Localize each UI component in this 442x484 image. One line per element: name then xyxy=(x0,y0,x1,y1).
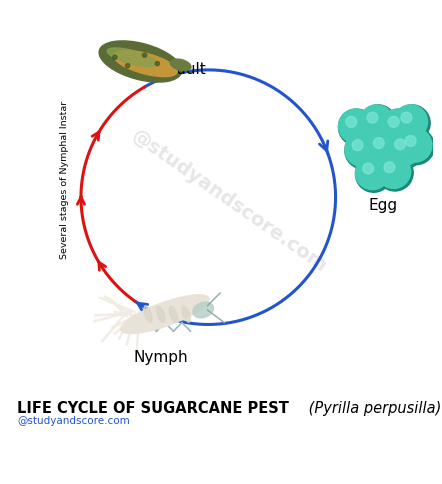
Circle shape xyxy=(339,109,373,143)
Circle shape xyxy=(395,139,405,150)
Circle shape xyxy=(381,109,417,146)
Circle shape xyxy=(387,132,421,166)
Text: (Pyrilla perpusilla): (Pyrilla perpusilla) xyxy=(304,401,441,416)
Circle shape xyxy=(360,105,394,139)
Circle shape xyxy=(387,132,424,168)
Ellipse shape xyxy=(156,306,165,322)
Ellipse shape xyxy=(121,295,209,333)
Circle shape xyxy=(377,154,411,188)
Circle shape xyxy=(394,105,430,141)
Ellipse shape xyxy=(170,59,191,71)
Circle shape xyxy=(355,156,392,192)
Circle shape xyxy=(398,128,432,162)
Circle shape xyxy=(339,109,375,146)
Ellipse shape xyxy=(144,306,152,322)
Ellipse shape xyxy=(182,306,191,322)
Ellipse shape xyxy=(114,51,177,76)
Circle shape xyxy=(367,112,378,123)
Circle shape xyxy=(352,140,363,151)
Ellipse shape xyxy=(107,48,156,66)
Text: Several stages of Nymphal Instar: Several stages of Nymphal Instar xyxy=(60,101,69,259)
Circle shape xyxy=(355,156,389,190)
Circle shape xyxy=(366,130,403,167)
Circle shape xyxy=(363,163,373,174)
Circle shape xyxy=(345,133,381,169)
Circle shape xyxy=(360,105,396,141)
Circle shape xyxy=(381,109,415,143)
Circle shape xyxy=(398,128,434,165)
Ellipse shape xyxy=(193,302,213,318)
Circle shape xyxy=(394,105,427,139)
Circle shape xyxy=(384,162,395,173)
Circle shape xyxy=(126,63,130,68)
Ellipse shape xyxy=(99,41,182,82)
Text: Nymph: Nymph xyxy=(133,350,188,365)
Ellipse shape xyxy=(169,306,178,322)
Circle shape xyxy=(401,112,412,123)
Circle shape xyxy=(366,130,400,164)
Text: LIFE CYCLE OF SUGARCANE PEST: LIFE CYCLE OF SUGARCANE PEST xyxy=(17,401,289,416)
Text: @studyandscore.com: @studyandscore.com xyxy=(128,126,331,276)
Circle shape xyxy=(142,53,147,57)
Text: Adult: Adult xyxy=(167,62,207,77)
Circle shape xyxy=(113,55,117,60)
Circle shape xyxy=(155,61,160,66)
Circle shape xyxy=(346,116,357,127)
Circle shape xyxy=(373,137,384,149)
Text: Egg: Egg xyxy=(369,198,398,213)
Circle shape xyxy=(388,116,399,127)
Circle shape xyxy=(345,133,379,166)
Circle shape xyxy=(377,154,413,191)
Text: @studyandscore.com: @studyandscore.com xyxy=(17,416,130,426)
Circle shape xyxy=(405,136,416,146)
